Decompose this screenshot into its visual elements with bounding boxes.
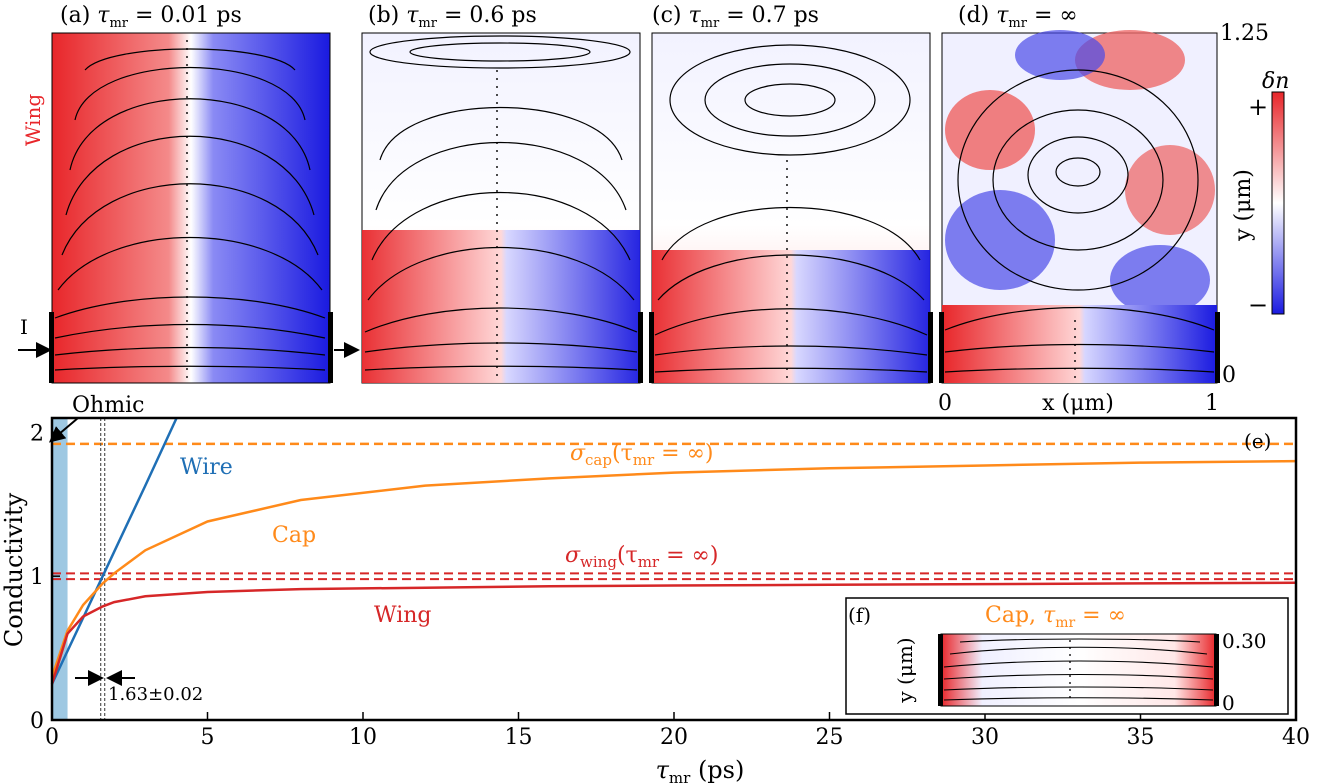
y-axis-label: Conductivity <box>0 492 28 647</box>
x-tick-label: 25 <box>816 725 844 750</box>
x-tick-label: 20 <box>660 725 688 750</box>
panel-titles: (a) τmr = 0.01 ps (b) τmr = 0.6 ps (c) τ… <box>60 3 1078 31</box>
inset-top-tick: 0.30 <box>1222 629 1267 653</box>
inset-streamlines <box>943 638 1214 701</box>
inset-panel-label: (f) <box>848 603 871 627</box>
wing-curve-label: Wing <box>374 603 432 628</box>
panel-e-label: (e) <box>1244 429 1271 453</box>
conductivity-chart: 0 5 10 15 20 25 30 35 40 0 1 2 <box>30 416 1310 750</box>
crossing-label: 1.63±0.02 <box>108 684 203 705</box>
panel-d-x-end: 1 <box>1205 391 1219 416</box>
ref-label-wing: σwing(τmr = ∞) <box>565 543 718 571</box>
panel-c-title: (c) τmr = 0.7 ps <box>652 3 819 31</box>
ohmic-label: Ohmic <box>72 393 144 418</box>
colorbar: δn + − y (μm) 1.25 0 <box>1220 21 1289 388</box>
colorbar-symbol: δn <box>1262 69 1289 94</box>
x-ticks: 0 5 10 15 20 25 30 35 40 <box>45 712 1310 750</box>
current-label: I <box>20 315 28 339</box>
panel-b-streamplot <box>361 32 643 384</box>
y-tick-label: 2 <box>30 421 44 446</box>
x-tick-label: 15 <box>505 725 533 750</box>
panel-a-streamplot <box>49 32 333 384</box>
x-tick-label: 5 <box>201 725 215 750</box>
series-line-cap <box>50 459 1297 678</box>
y-tick-label: 0 <box>30 709 44 734</box>
x-tick-label: 30 <box>971 725 999 750</box>
panel-d-streamplot <box>939 30 1220 384</box>
panel-b-title: (b) τmr = 0.6 ps <box>368 3 537 31</box>
cap-curve-label: Cap <box>272 523 316 548</box>
panel-d-title: (d) τmr = ∞ <box>958 3 1078 31</box>
series-line-wire <box>50 417 178 685</box>
inset-f: (f) Cap, τmr = ∞ y (μm) 0.30 0 <box>845 597 1289 715</box>
y-ticks: 0 1 2 <box>30 421 60 734</box>
colorbar-axis-label: y (μm) <box>1231 169 1256 242</box>
series-line-wing <box>50 581 1297 685</box>
colorbar-minus: − <box>1248 291 1268 319</box>
colorbar-bottom-tick: 0 <box>1222 363 1236 388</box>
panel-d-x-start: 0 <box>938 391 952 416</box>
ohmic-arrow <box>48 417 79 443</box>
wire-curve-label: Wire <box>180 455 233 480</box>
x-tick-label: 40 <box>1282 725 1310 750</box>
panel-d-streamlines <box>944 69 1215 373</box>
y-tick-label: 1 <box>30 565 44 590</box>
x-tick-label: 35 <box>1127 725 1155 750</box>
panel-d-x-label: x (μm) <box>1042 391 1114 416</box>
ref-label-cap: σcap(τmr = ∞) <box>570 441 714 469</box>
panel-a-title: (a) τmr = 0.01 ps <box>60 3 242 31</box>
colorbar-plus: + <box>1248 93 1268 121</box>
colorbar-top-tick: 1.25 <box>1220 21 1269 46</box>
wing-side-label: Wing <box>21 94 45 146</box>
x-tick-label: 0 <box>45 725 59 750</box>
inset-bottom-tick: 0 <box>1222 691 1235 715</box>
panel-a-streamlines <box>54 48 326 371</box>
panel-c-streamlines <box>654 44 928 373</box>
panel-c-streamplot <box>649 32 933 384</box>
panel-b-streamlines <box>364 35 638 371</box>
x-tick-label: 10 <box>349 725 377 750</box>
x-axis-label: τmr (ps) <box>656 756 745 784</box>
inset-y-label: y (μm) <box>893 637 917 703</box>
inset-title: Cap, τmr = ∞ <box>985 603 1126 631</box>
